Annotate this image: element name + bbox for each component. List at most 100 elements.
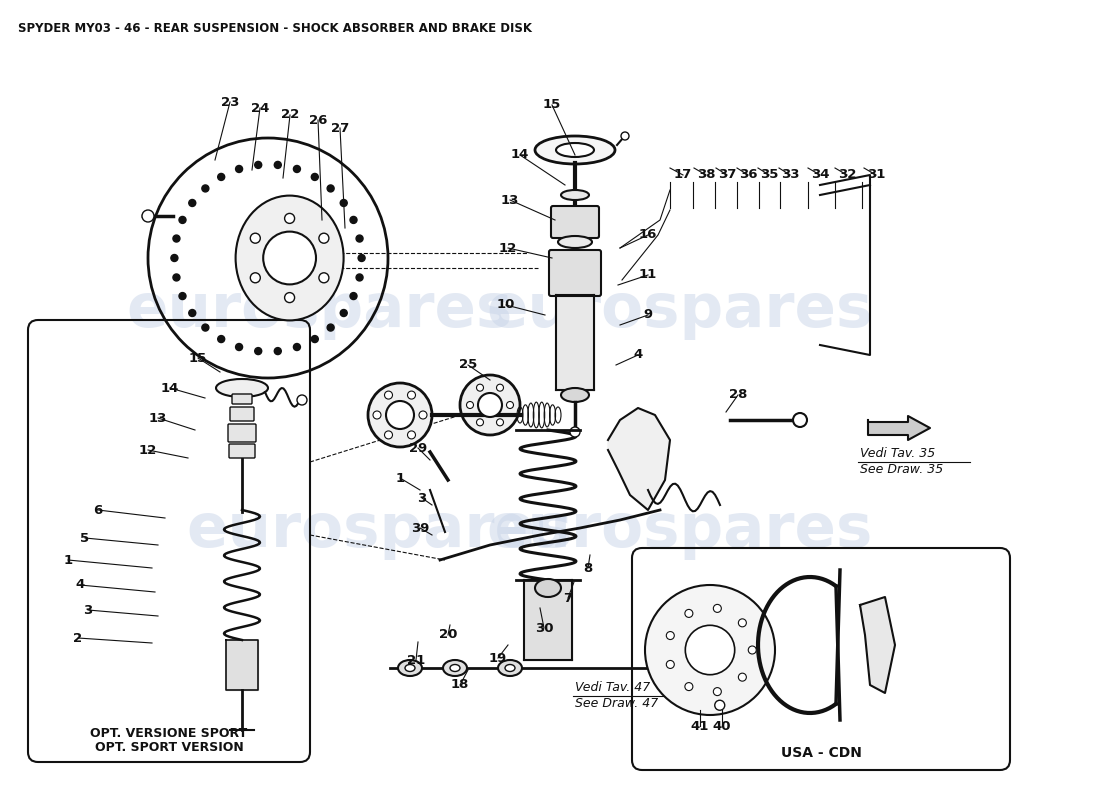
Circle shape [713, 604, 722, 612]
Text: 38: 38 [696, 169, 715, 182]
Text: 25: 25 [459, 358, 477, 371]
Text: 4: 4 [634, 349, 642, 362]
Text: 40: 40 [713, 719, 732, 733]
Text: 4: 4 [76, 578, 85, 591]
Ellipse shape [505, 665, 515, 671]
Ellipse shape [561, 190, 588, 200]
Ellipse shape [561, 388, 588, 402]
Circle shape [350, 217, 358, 223]
Text: OPT. SPORT VERSION: OPT. SPORT VERSION [95, 741, 243, 754]
Text: 14: 14 [161, 382, 179, 394]
Text: 22: 22 [280, 109, 299, 122]
Text: 11: 11 [639, 269, 657, 282]
Circle shape [235, 343, 243, 350]
Circle shape [189, 310, 196, 317]
Text: 39: 39 [410, 522, 429, 534]
Text: 10: 10 [497, 298, 515, 311]
Polygon shape [868, 416, 930, 440]
Circle shape [419, 411, 427, 419]
Circle shape [297, 395, 307, 405]
Circle shape [407, 431, 416, 439]
Circle shape [202, 324, 209, 331]
Circle shape [340, 310, 348, 317]
Circle shape [327, 324, 334, 331]
Text: 35: 35 [760, 169, 778, 182]
Text: 1: 1 [395, 471, 405, 485]
Circle shape [496, 419, 504, 426]
Circle shape [685, 682, 693, 690]
Text: See Draw. 47: See Draw. 47 [575, 697, 658, 710]
Text: eurospares: eurospares [126, 281, 514, 339]
Circle shape [202, 185, 209, 192]
Text: 31: 31 [867, 169, 886, 182]
Circle shape [685, 610, 693, 618]
FancyBboxPatch shape [230, 407, 254, 421]
Text: 14: 14 [510, 149, 529, 162]
Circle shape [285, 214, 295, 223]
Circle shape [285, 293, 295, 302]
Text: 17: 17 [674, 169, 692, 182]
Polygon shape [556, 295, 594, 390]
Circle shape [235, 166, 243, 173]
Text: OPT. VERSIONE SPORT: OPT. VERSIONE SPORT [90, 727, 248, 740]
Ellipse shape [498, 660, 522, 676]
Text: 20: 20 [439, 629, 458, 642]
Circle shape [738, 673, 747, 681]
Circle shape [251, 234, 261, 243]
Circle shape [738, 619, 747, 627]
Circle shape [327, 185, 334, 192]
Text: 30: 30 [535, 622, 553, 634]
Circle shape [251, 273, 261, 282]
Circle shape [715, 700, 725, 710]
Text: 28: 28 [729, 389, 747, 402]
Circle shape [311, 174, 318, 181]
Circle shape [274, 347, 282, 354]
Circle shape [274, 162, 282, 169]
Text: 32: 32 [838, 169, 856, 182]
Circle shape [179, 217, 186, 223]
Circle shape [407, 391, 416, 399]
Text: 18: 18 [451, 678, 470, 691]
Polygon shape [226, 640, 258, 690]
FancyBboxPatch shape [228, 424, 256, 442]
Text: 3: 3 [417, 491, 427, 505]
Text: 24: 24 [251, 102, 270, 114]
Text: 7: 7 [563, 591, 573, 605]
Circle shape [496, 384, 504, 391]
Circle shape [478, 393, 502, 417]
Text: 6: 6 [94, 503, 102, 517]
Circle shape [179, 293, 186, 299]
Text: 12: 12 [139, 443, 157, 457]
Text: 13: 13 [500, 194, 519, 206]
Text: 19: 19 [488, 651, 507, 665]
Circle shape [173, 235, 180, 242]
Circle shape [350, 293, 358, 299]
Text: 8: 8 [583, 562, 593, 574]
Ellipse shape [558, 236, 592, 248]
Text: 21: 21 [407, 654, 425, 666]
Circle shape [476, 419, 484, 426]
Circle shape [368, 383, 432, 447]
Text: SPYDER MY03 - 46 - REAR SUSPENSION - SHOCK ABSORBER AND BRAKE DISK: SPYDER MY03 - 46 - REAR SUSPENSION - SHO… [18, 22, 532, 35]
Circle shape [255, 162, 262, 169]
Circle shape [667, 631, 674, 639]
Ellipse shape [450, 665, 460, 671]
Text: Vedi Tav. 47: Vedi Tav. 47 [575, 681, 650, 694]
Circle shape [263, 232, 316, 284]
Circle shape [373, 411, 381, 419]
FancyBboxPatch shape [551, 206, 600, 238]
Circle shape [385, 431, 393, 439]
FancyBboxPatch shape [232, 394, 252, 404]
Text: 27: 27 [331, 122, 349, 134]
Circle shape [645, 585, 775, 715]
Circle shape [218, 335, 224, 342]
Circle shape [294, 166, 300, 173]
Text: 5: 5 [80, 531, 89, 545]
Text: eurospares: eurospares [187, 501, 573, 559]
Text: 13: 13 [148, 411, 167, 425]
Circle shape [142, 210, 154, 222]
Circle shape [340, 199, 348, 206]
Circle shape [359, 254, 365, 262]
Ellipse shape [556, 143, 594, 157]
Circle shape [466, 402, 473, 409]
